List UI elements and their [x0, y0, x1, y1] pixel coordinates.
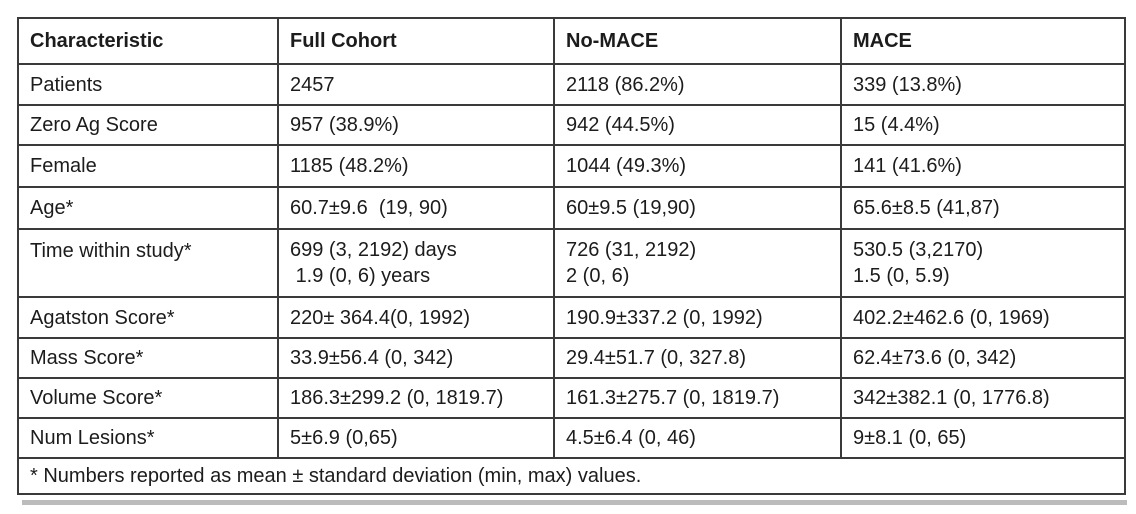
cell-mace: 15 (4.4%) — [840, 104, 1126, 146]
table-footnote-row: * Numbers reported as mean ± standard de… — [17, 457, 1126, 495]
row-label-cell: Num Lesions* — [17, 417, 279, 459]
cell-no-mace: 190.9±337.2 (0, 1992) — [553, 296, 842, 339]
table-row-patients: Patients 2457 2118 (86.2%) 339 (13.8%) — [17, 63, 1126, 106]
row-label-cell: Zero Ag Score — [17, 104, 279, 146]
cell-no-mace: 4.5±6.4 (0, 46) — [553, 417, 842, 459]
header-cell-mace: MACE — [840, 17, 1126, 65]
row-label-cell: Age* — [17, 186, 279, 230]
cell-full-cohort: 5±6.9 (0,65) — [277, 417, 555, 459]
footnote-cell: * Numbers reported as mean ± standard de… — [17, 457, 1126, 495]
cell-full-cohort: 33.9±56.4 (0, 342) — [277, 337, 555, 379]
row-label-cell: Patients — [17, 63, 279, 106]
cell-no-mace: 29.4±51.7 (0, 327.8) — [553, 337, 842, 379]
table-row-zero-ag-score: Zero Ag Score 957 (38.9%) 942 (44.5%) 15… — [17, 104, 1126, 146]
cell-mace: 141 (41.6%) — [840, 144, 1126, 188]
cell-full-cohort: 60.7±9.6 (19, 90) — [277, 186, 555, 230]
table-row-age: Age* 60.7±9.6 (19, 90) 60±9.5 (19,90) 65… — [17, 186, 1126, 230]
cell-full-cohort: 1185 (48.2%) — [277, 144, 555, 188]
cell-full-cohort: 699 (3, 2192) days 1.9 (0, 6) years — [277, 228, 555, 298]
cell-full-cohort: 957 (38.9%) — [277, 104, 555, 146]
cell-full-cohort: 220± 364.4(0, 1992) — [277, 296, 555, 339]
cell-full-cohort: 2457 — [277, 63, 555, 106]
cell-mace: 339 (13.8%) — [840, 63, 1126, 106]
table-bottom-shadow — [22, 500, 1127, 505]
cell-mace: 62.4±73.6 (0, 342) — [840, 337, 1126, 379]
table-row-female: Female 1185 (48.2%) 1044 (49.3%) 141 (41… — [17, 144, 1126, 188]
row-label-cell: Time within study* — [17, 228, 279, 298]
cell-mace: 65.6±8.5 (41,87) — [840, 186, 1126, 230]
table-row-agatston-score: Agatston Score* 220± 364.4(0, 1992) 190.… — [17, 296, 1126, 339]
cell-mace: 342±382.1 (0, 1776.8) — [840, 377, 1126, 419]
row-label-cell: Agatston Score* — [17, 296, 279, 339]
header-cell-no-mace: No-MACE — [553, 17, 842, 65]
header-cell-full-cohort: Full Cohort — [277, 17, 555, 65]
row-label-cell: Volume Score* — [17, 377, 279, 419]
header-cell-characteristic: Characteristic — [17, 17, 279, 65]
cell-mace: 9±8.1 (0, 65) — [840, 417, 1126, 459]
table-row-time-within-study: Time within study* 699 (3, 2192) days 1.… — [17, 228, 1126, 298]
table-row-volume-score: Volume Score* 186.3±299.2 (0, 1819.7) 16… — [17, 377, 1126, 419]
table-row-mass-score: Mass Score* 33.9±56.4 (0, 342) 29.4±51.7… — [17, 337, 1126, 379]
cell-no-mace: 2118 (86.2%) — [553, 63, 842, 106]
cell-no-mace: 942 (44.5%) — [553, 104, 842, 146]
row-label-cell: Female — [17, 144, 279, 188]
cell-no-mace: 726 (31, 2192) 2 (0, 6) — [553, 228, 842, 298]
table-row-num-lesions: Num Lesions* 5±6.9 (0,65) 4.5±6.4 (0, 46… — [17, 417, 1126, 459]
cell-mace: 530.5 (3,2170) 1.5 (0, 5.9) — [840, 228, 1126, 298]
cell-no-mace: 60±9.5 (19,90) — [553, 186, 842, 230]
cell-mace: 402.2±462.6 (0, 1969) — [840, 296, 1126, 339]
row-label-cell: Mass Score* — [17, 337, 279, 379]
cell-no-mace: 161.3±275.7 (0, 1819.7) — [553, 377, 842, 419]
cell-no-mace: 1044 (49.3%) — [553, 144, 842, 188]
table-header-row: Characteristic Full Cohort No-MACE MACE — [17, 17, 1126, 65]
cell-full-cohort: 186.3±299.2 (0, 1819.7) — [277, 377, 555, 419]
cohort-characteristics-table: Characteristic Full Cohort No-MACE MACE … — [17, 17, 1126, 495]
